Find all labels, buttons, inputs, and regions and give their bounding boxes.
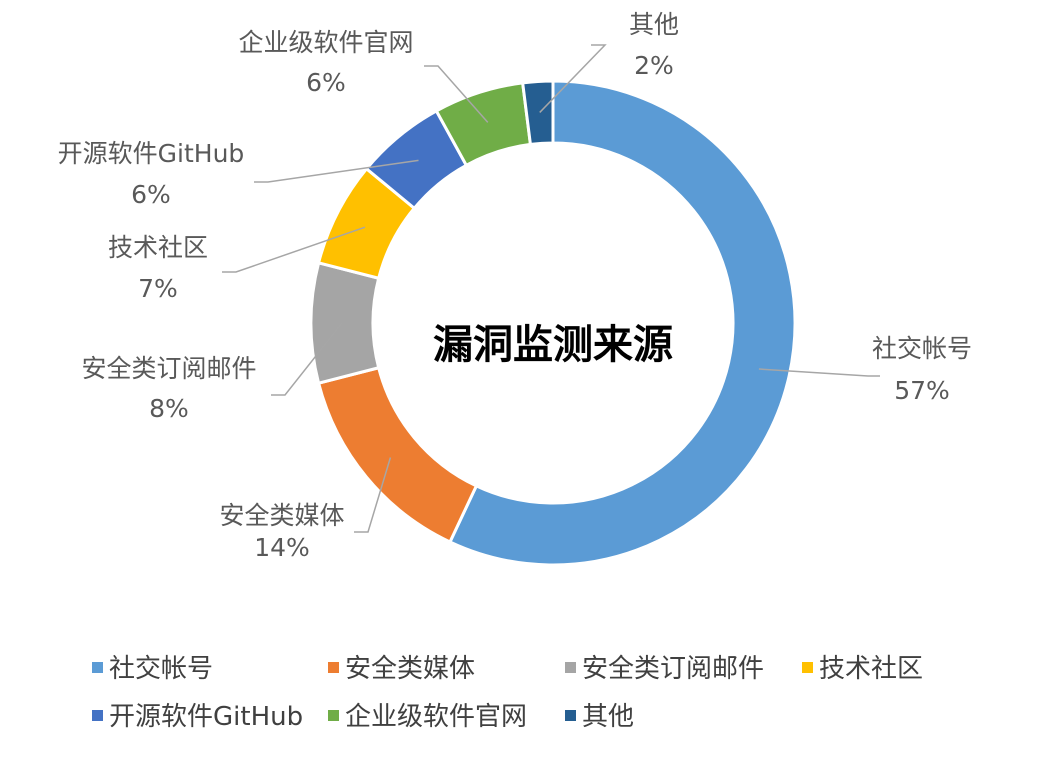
leader-lines-group [222, 44, 880, 533]
legend-label-community: 技术社区 [819, 654, 923, 684]
legend-swatch-other [565, 710, 576, 721]
slices-group [309, 79, 797, 567]
legend-swatch-mail [565, 662, 576, 673]
legend-swatch-github [92, 710, 103, 721]
slice-label-media: 安全类媒体 [219, 501, 344, 530]
legend-label-mail: 安全类订阅邮件 [582, 654, 764, 684]
legend-label-github: 开源软件GitHub [109, 702, 303, 732]
slice-label-vendor: 企业级软件官网 [238, 28, 413, 57]
chart-title: 漏洞监测来源 [433, 322, 673, 368]
slice-value-github: 6% [131, 180, 171, 209]
slice-social [447, 79, 797, 567]
legend-label-social: 社交帐号 [109, 654, 213, 684]
slice-value-other: 2% [634, 51, 674, 80]
leader-line-community [222, 226, 366, 273]
slice-label-mail: 安全类订阅邮件 [81, 354, 256, 383]
legend-label-other: 其他 [582, 702, 634, 732]
slice-value-media: 14% [254, 533, 310, 562]
slice-label-github: 开源软件GitHub [58, 139, 245, 168]
slice-label-other: 其他 [629, 10, 679, 39]
slice-label-social: 社交帐号 [872, 334, 972, 363]
slice-value-mail: 8% [149, 394, 189, 423]
legend-swatch-media [328, 662, 339, 673]
slice-mail [309, 260, 381, 386]
slice-value-vendor: 6% [306, 68, 346, 97]
slice-other [520, 79, 555, 147]
legend-label-media: 安全类媒体 [345, 654, 475, 684]
leader-line-mail [271, 322, 343, 396]
legend-label-vendor: 企业级软件官网 [345, 702, 527, 732]
leader-line-github [254, 159, 419, 183]
legend-swatch-social [92, 662, 103, 673]
legend-swatch-community [802, 662, 813, 673]
slice-label-community: 技术社区 [108, 233, 208, 262]
legend-swatch-vendor [328, 710, 339, 721]
leader-line-other [539, 44, 607, 113]
slice-labels-group: 社交帐号 57% 安全类媒体 14% 安全类订阅邮件 8% 技术社区 7% 开源软件GitHub… [58, 10, 972, 562]
leader-line-media [354, 457, 392, 533]
leader-line-vendor [424, 65, 489, 123]
slice-value-community: 7% [138, 274, 178, 303]
leader-line-social [758, 368, 880, 377]
slice-value-social: 57% [894, 376, 950, 405]
